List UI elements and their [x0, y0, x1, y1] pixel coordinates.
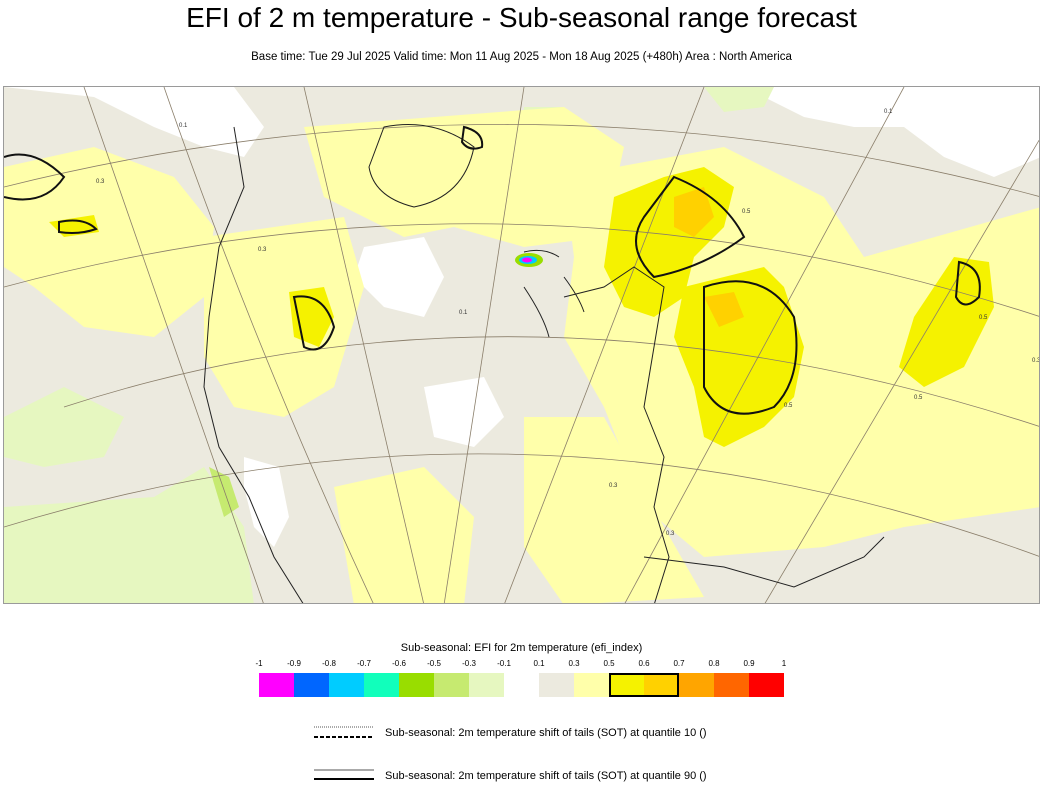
contour-value-label: 0.3 — [258, 247, 267, 253]
contour-value-label: 0.5 — [914, 395, 923, 401]
contour-value-label: 0.3 — [1032, 358, 1040, 364]
contour-value-label: 0.3 — [609, 483, 618, 489]
legend-tick-label: -0.7 — [357, 659, 371, 668]
contour-value-label: 0.5 — [979, 315, 988, 321]
legend-colorbar — [0, 673, 1043, 697]
neutral-area — [4, 87, 264, 157]
very-strong-warm-area — [704, 292, 744, 327]
legend-tick-label: 0.7 — [673, 659, 685, 668]
legend-tick-label: 0.5 — [603, 659, 615, 668]
neutral-area — [904, 87, 1039, 127]
neutral-area — [424, 377, 504, 447]
legend-tick-label: 0.8 — [708, 659, 720, 668]
neutral-area — [244, 457, 289, 547]
legend-color-swatch — [469, 673, 504, 697]
efi-map: 0.1 0.1 0.1 0.3 0.3 0.3 0.3 0.3 0.5 0.5 … — [4, 87, 1040, 603]
contour-value-label: 0.5 — [742, 209, 751, 215]
legend-color-swatch — [539, 673, 574, 697]
legend-color-swatch — [294, 673, 329, 697]
legend-color-swatch — [679, 673, 714, 697]
legend-title: Sub-seasonal: EFI for 2m temperature (ef… — [400, 642, 643, 654]
warm-anomaly-area — [4, 147, 214, 337]
legend-tick-label: 0.9 — [743, 659, 755, 668]
legend-tick-label: 0.1 — [533, 659, 545, 668]
legend-color-swatch — [259, 673, 294, 697]
contour-value-labels: 0.1 0.1 0.1 0.3 0.3 0.3 0.3 0.3 0.5 0.5 … — [96, 109, 1040, 537]
legend-tick-label: 0.6 — [638, 659, 650, 668]
legend-color-swatch — [504, 673, 539, 697]
graticule — [4, 87, 1039, 603]
warm-anomaly-area — [334, 467, 474, 603]
legend-highlight-box — [609, 673, 679, 697]
chart-title: EFI of 2 m temperature - Sub-seasonal ra… — [186, 2, 857, 33]
sot-q90-label: Sub-seasonal: 2m temperature shift of ta… — [385, 770, 707, 782]
legend-color-swatch — [714, 673, 749, 697]
legend-color-swatch — [434, 673, 469, 697]
legend-color-swatch — [329, 673, 364, 697]
neutral-area — [354, 237, 444, 317]
sot-q90-contours — [4, 125, 981, 415]
cool-anomaly-area — [704, 87, 774, 112]
legend-color-swatch — [644, 673, 679, 697]
sot-q10-label: Sub-seasonal: 2m temperature shift of ta… — [385, 727, 707, 739]
strong-warm-area — [674, 267, 804, 447]
legend-tick-label: 1 — [781, 659, 787, 668]
contour-value-label: 0.1 — [884, 109, 893, 115]
legend-tick-labels: -1 -0.9 -0.8 -0.7 -0.6 -0.5 -0.3 -0.1 0.1 0.3 0.5 0… — [0, 659, 1043, 671]
coastlines — [203, 124, 885, 603]
legend-color-swatch — [749, 673, 784, 697]
legend-tick-label: 0.3 — [568, 659, 580, 668]
legend-tick-label: -0.5 — [427, 659, 441, 668]
sot-q10-legend: Sub-seasonal: 2m temperature shift of ta… — [314, 724, 914, 744]
contour-value-label: 0.1 — [459, 310, 468, 316]
legend-tick-label: -0.3 — [462, 659, 476, 668]
very-strong-warm-area — [674, 187, 714, 237]
chart-subtitle: Base time: Tue 29 Jul 2025 Valid time: M… — [251, 51, 792, 63]
sot-q90-legend: Sub-seasonal: 2m temperature shift of ta… — [314, 767, 914, 787]
strong-warm-area — [899, 257, 994, 387]
contour-value-label: 0.3 — [96, 179, 105, 185]
legend-tick-label: -0.1 — [497, 659, 511, 668]
cool-anomaly-area — [4, 467, 254, 603]
warm-anomaly-area — [304, 107, 624, 247]
contour-value-label: 0.3 — [666, 531, 675, 537]
warm-anomaly-area — [204, 217, 364, 417]
cool-anomaly-area — [209, 467, 239, 517]
cold-anomaly-core — [522, 257, 532, 263]
legend-color-swatch — [574, 673, 609, 697]
legend-tick-label: -0.9 — [287, 659, 301, 668]
warm-anomaly-area — [524, 417, 704, 603]
legend-color-swatch — [609, 673, 644, 697]
contour-value-label: 0.1 — [179, 123, 188, 129]
cool-anomaly-area — [4, 387, 124, 467]
legend-color-swatch — [364, 673, 399, 697]
sot-q90-line-sample — [314, 769, 374, 780]
map-panel: 0.1 0.1 0.1 0.3 0.3 0.3 0.3 0.3 0.5 0.5 … — [3, 86, 1040, 604]
sot-q10-line-sample — [314, 726, 374, 738]
legend-tick-label: -0.8 — [322, 659, 336, 668]
contour-value-label: 0.5 — [784, 403, 793, 409]
legend-color-swatch — [399, 673, 434, 697]
legend-tick-label: -1 — [255, 659, 263, 668]
legend-tick-label: -0.6 — [392, 659, 406, 668]
